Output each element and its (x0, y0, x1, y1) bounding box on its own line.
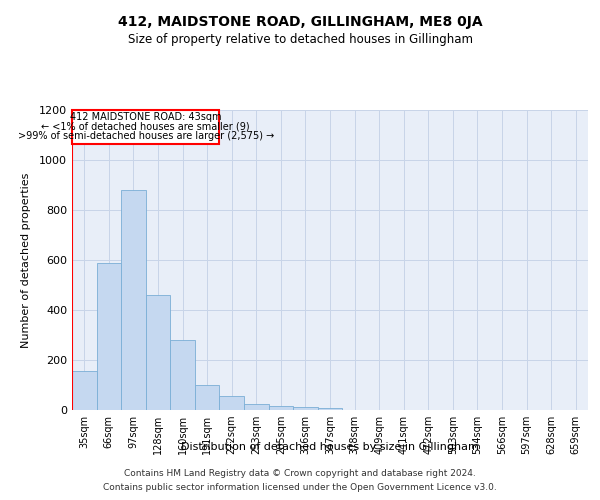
Text: Contains HM Land Registry data © Crown copyright and database right 2024.: Contains HM Land Registry data © Crown c… (124, 468, 476, 477)
Text: Size of property relative to detached houses in Gillingham: Size of property relative to detached ho… (128, 32, 473, 46)
Bar (195, 385, 220, 410)
Text: >99% of semi-detached houses are larger (2,575) →: >99% of semi-detached houses are larger … (17, 132, 274, 141)
Bar (244, 404, 269, 410)
Bar (318, 408, 342, 410)
Bar (170, 340, 195, 410)
Bar (220, 396, 244, 410)
Text: Contains public sector information licensed under the Open Government Licence v3: Contains public sector information licen… (103, 484, 497, 492)
Bar (72, 371, 97, 410)
Bar (269, 406, 293, 410)
Bar (121, 190, 146, 410)
Bar (72, 110, 220, 144)
Y-axis label: Number of detached properties: Number of detached properties (20, 172, 31, 348)
Text: 412 MAIDSTONE ROAD: 43sqm: 412 MAIDSTONE ROAD: 43sqm (70, 112, 221, 122)
Text: ← <1% of detached houses are smaller (9): ← <1% of detached houses are smaller (9) (41, 122, 250, 132)
Text: Distribution of detached houses by size in Gillingham: Distribution of detached houses by size … (181, 442, 479, 452)
Text: 412, MAIDSTONE ROAD, GILLINGHAM, ME8 0JA: 412, MAIDSTONE ROAD, GILLINGHAM, ME8 0JA (118, 15, 482, 29)
Bar (293, 407, 318, 410)
Bar (146, 295, 170, 410)
Bar (97, 262, 121, 410)
